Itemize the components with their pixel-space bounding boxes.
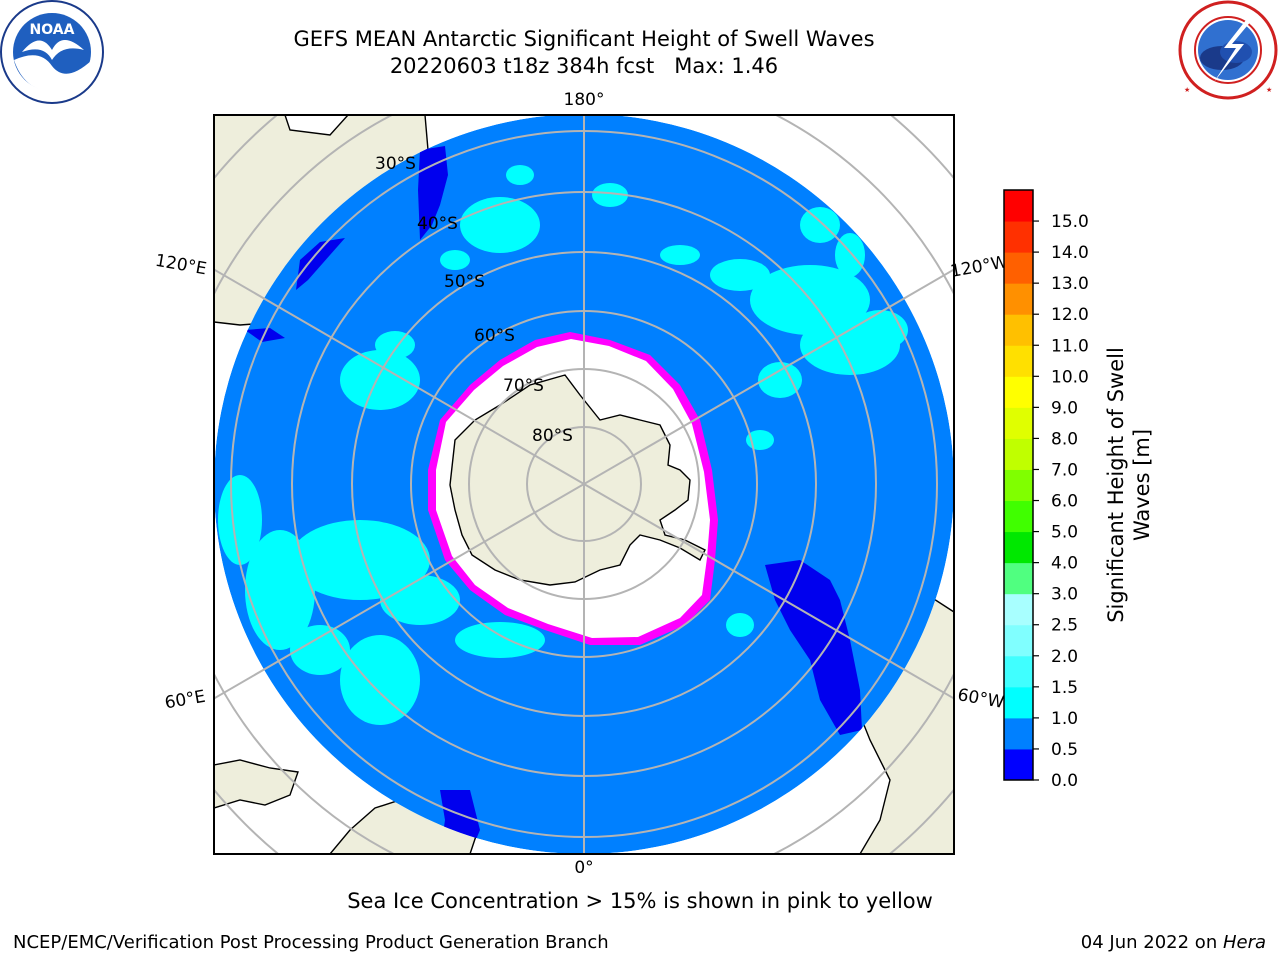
colorbar-tick-label: 0.0 <box>1051 771 1078 791</box>
colorbar-tick-label: 9.0 <box>1051 398 1078 418</box>
svg-text:★: ★ <box>1266 86 1272 94</box>
colorbar-segment <box>1004 345 1033 377</box>
footer-host: Hera <box>1222 932 1266 953</box>
footer-credit: NCEP/EMC/Verification Post Processing Pr… <box>13 932 609 953</box>
colorbar-title-line-1: Significant Height of Swell <box>1104 347 1128 623</box>
lon-label-60e: 60°E <box>163 687 207 714</box>
colorbar-segment <box>1004 376 1033 408</box>
colorbar-segment <box>1004 655 1033 688</box>
colorbar-tick-label: 5.0 <box>1051 523 1078 543</box>
lon-label-60w: 60°W <box>956 685 1006 713</box>
map-border <box>213 114 955 855</box>
lon-label-180: 180° <box>564 90 605 110</box>
colorbar-segment <box>1004 407 1033 439</box>
sea-ice-note: Sea Ice Concentration > 15% is shown in … <box>347 889 933 913</box>
lat-label-80s: 80°S <box>532 426 573 446</box>
lat-label-70s: 70°S <box>503 376 544 396</box>
noaa-logo-text: NOAA <box>30 22 75 38</box>
colorbar-segment <box>1004 252 1033 284</box>
lat-label-50s: 50°S <box>444 272 485 292</box>
colorbar-segment <box>1004 438 1033 470</box>
lon-label-120e: 120°E <box>154 251 208 280</box>
colorbar-tick-label: 13.0 <box>1051 274 1089 294</box>
colorbar-tick-label: 0.5 <box>1051 740 1078 760</box>
colorbar-tick-label: 8.0 <box>1051 429 1078 449</box>
colorbar: 0.0 0.5 1.0 1.5 2.0 2.5 3.0 4.0 5.0 6.0 7.0 8.0 9.0 1… <box>1003 189 1089 791</box>
chart-title-line-2: 20220603 t18z 384h fcst Max: 1.46 <box>389 54 779 78</box>
colorbar-tick-label: 14.0 <box>1051 243 1089 263</box>
colorbar-segment <box>1004 562 1033 595</box>
colorbar-tick-label: 1.0 <box>1051 709 1078 729</box>
colorbar-border <box>1003 189 1034 781</box>
lon-label-120w: 120°W <box>949 252 1010 282</box>
noaa-logo: NOAA <box>0 0 104 104</box>
nws-logo: ★ ★ <box>1178 0 1278 100</box>
colorbar-segment <box>1004 500 1033 533</box>
lat-label-60s: 60°S <box>474 326 515 346</box>
colorbar-title-line-2: Waves [m] <box>1130 429 1154 541</box>
colorbar-tick-label: 7.0 <box>1051 460 1078 480</box>
colorbar-tick-label: 12.0 <box>1051 305 1089 325</box>
colorbar-segment <box>1004 748 1033 781</box>
colorbar-segment <box>1004 190 1033 222</box>
colorbar-tick-label: 11.0 <box>1051 336 1089 356</box>
footer-date: 04 Jun 2022 on Hera <box>1081 932 1266 953</box>
chart-title-line-1: GEFS MEAN Antarctic Significant Height o… <box>293 27 875 51</box>
colorbar-tick-label: 6.0 <box>1051 492 1078 512</box>
colorbar-tick-label: 10.0 <box>1051 367 1089 387</box>
colorbar-segment <box>1004 531 1033 564</box>
colorbar-segment <box>1004 593 1033 626</box>
colorbar-segment <box>1004 624 1033 657</box>
colorbar-tick-label: 1.5 <box>1051 678 1078 698</box>
colorbar-title: Significant Height of Swell Waves [m] <box>1104 347 1154 623</box>
lat-label-30s: 30°S <box>375 154 416 174</box>
colorbar-segment <box>1004 283 1033 315</box>
lon-label-0: 0° <box>574 858 593 878</box>
colorbar-tick-label: 3.0 <box>1051 585 1078 605</box>
colorbar-tick-label: 4.0 <box>1051 554 1078 574</box>
latitude-labels: 30°S 40°S 50°S 60°S 70°S 80°S <box>375 154 573 446</box>
colorbar-segment <box>1004 686 1033 719</box>
colorbar-segment <box>1004 717 1033 750</box>
colorbar-segment <box>1004 221 1033 253</box>
colorbar-tick-label: 2.0 <box>1051 647 1078 667</box>
colorbar-segment <box>1004 314 1033 346</box>
colorbar-tick-label: 2.5 <box>1051 616 1078 636</box>
colorbar-segment <box>1004 469 1033 502</box>
svg-text:★: ★ <box>1184 86 1190 94</box>
footer-date-text: 04 Jun 2022 on <box>1080 932 1223 953</box>
lat-label-40s: 40°S <box>417 214 458 234</box>
graticule <box>214 115 954 854</box>
colorbar-tick-label: 15.0 <box>1051 212 1089 232</box>
